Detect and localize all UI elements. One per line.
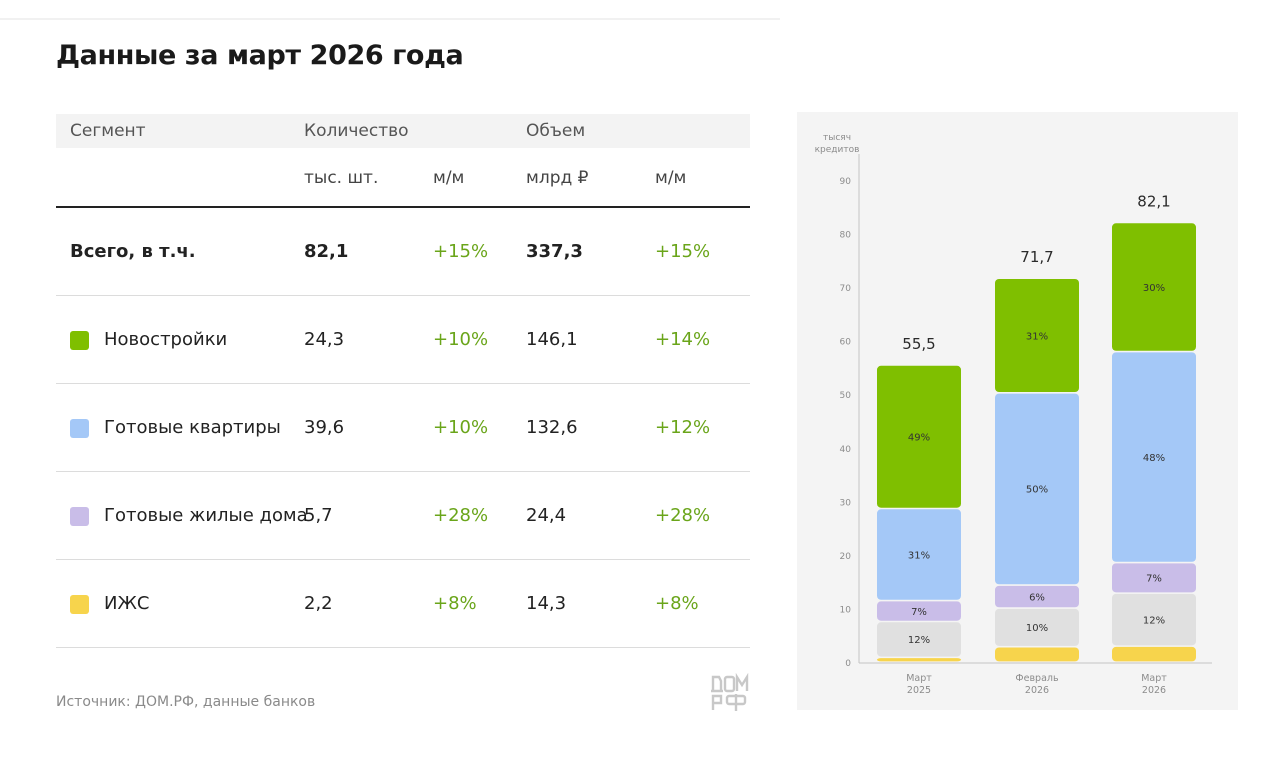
bar-segment-label: 50% bbox=[1026, 485, 1048, 496]
table-row: Новостройки 24,3 +10% 146,1 +14% bbox=[56, 296, 750, 384]
y-tick-label: 80 bbox=[840, 231, 852, 241]
qty-value: 2,2 bbox=[304, 593, 333, 614]
legend-swatch-new bbox=[70, 331, 89, 350]
bar-segment bbox=[995, 647, 1079, 662]
bar-segment bbox=[1112, 563, 1196, 593]
header-vol-change: м/м bbox=[655, 168, 687, 188]
x-tick-label: Март bbox=[906, 673, 932, 684]
y-tick-label: 30 bbox=[840, 498, 852, 508]
y-axis-label: кредитов bbox=[815, 145, 860, 155]
stacked-bar-chart: тысяч кредитов 0 10 20 30 40 50 60 70 80 90 12% 7% 31%… bbox=[815, 133, 1212, 696]
qty-change: +10% bbox=[433, 329, 489, 350]
header-qty-unit: тыс. шт. bbox=[304, 168, 379, 188]
vol-value: 146,1 bbox=[526, 329, 578, 350]
bar-segment-label: 31% bbox=[908, 550, 930, 561]
segment-name: Готовые жилые дома bbox=[104, 505, 308, 526]
top-divider bbox=[0, 18, 780, 20]
vol-value: 337,3 bbox=[526, 241, 583, 262]
bar-segment-label: 30% bbox=[1143, 283, 1165, 294]
x-tick-label: 2026 bbox=[1025, 685, 1049, 696]
bar-segment-label: 49% bbox=[908, 433, 930, 444]
bar-segment-label: 48% bbox=[1143, 453, 1165, 464]
x-tick-label: 2025 bbox=[907, 685, 931, 696]
y-tick-label: 60 bbox=[840, 338, 852, 348]
segment-name: Новостройки bbox=[104, 329, 228, 350]
header-qty-change: м/м bbox=[433, 168, 465, 188]
y-tick-label: 0 bbox=[845, 659, 851, 669]
qty-change: +28% bbox=[433, 505, 489, 526]
source-note: Источник: ДОМ.РФ, данные банков bbox=[56, 694, 316, 710]
y-tick-label: 10 bbox=[840, 605, 852, 615]
bar-segment bbox=[877, 601, 961, 621]
bar-segment bbox=[995, 279, 1079, 393]
vol-change: +15% bbox=[655, 241, 711, 262]
header-segment: Сегмент bbox=[70, 121, 146, 141]
qty-change: +8% bbox=[433, 593, 477, 614]
bar-segment-label: 12% bbox=[908, 635, 930, 646]
bar-segment-label: 7% bbox=[1146, 574, 1162, 585]
header-volume: Объем bbox=[526, 121, 586, 141]
bar-segment bbox=[877, 509, 961, 600]
qty-change: +15% bbox=[433, 241, 489, 262]
bar-segment-label: 31% bbox=[1026, 331, 1048, 342]
bar-total-label: 82,1 bbox=[1137, 192, 1170, 210]
bar-segment bbox=[877, 658, 961, 662]
qty-change: +10% bbox=[433, 417, 489, 438]
bar-segment bbox=[1112, 593, 1196, 646]
segment-name: Готовые квартиры bbox=[104, 417, 281, 438]
y-axis-label: тысяч bbox=[823, 133, 851, 143]
legend-swatch-houses bbox=[70, 507, 89, 526]
bar-segment bbox=[995, 608, 1079, 646]
table-row: Готовые жилые дома 5,7 +28% 24,4 +28% bbox=[56, 472, 750, 560]
table-row: ИЖС 2,2 +8% 14,3 +8% bbox=[56, 560, 750, 648]
x-tick-label: Март bbox=[1141, 673, 1167, 684]
header-quantity: Количество bbox=[304, 121, 409, 141]
y-tick-label: 20 bbox=[840, 552, 852, 562]
dom-rf-logo-icon bbox=[711, 673, 749, 711]
qty-value: 39,6 bbox=[304, 417, 345, 438]
bar-segment-label: 6% bbox=[1029, 592, 1045, 603]
x-tick-label: Февраль bbox=[1015, 673, 1059, 684]
x-tick-label: 2026 bbox=[1142, 685, 1166, 696]
vol-change: +12% bbox=[655, 417, 711, 438]
page-title: Данные за март 2026 года bbox=[56, 40, 464, 71]
legend-swatch-ready bbox=[70, 419, 89, 438]
bar-segment-label: 7% bbox=[911, 607, 927, 618]
chart-panel: тысяч кредитов 0 10 20 30 40 50 60 70 80 90 12% 7% 31%… bbox=[797, 112, 1238, 710]
bar-segment bbox=[1112, 646, 1196, 662]
bar-segment bbox=[877, 365, 961, 508]
data-table: Сегмент Количество Объем тыс. шт. м/м мл… bbox=[56, 114, 750, 648]
bar-total-label: 71,7 bbox=[1020, 248, 1053, 266]
table-header-row-1: Сегмент Количество Объем bbox=[56, 114, 750, 148]
qty-value: 5,7 bbox=[304, 505, 333, 526]
bar-segment bbox=[995, 393, 1079, 585]
vol-value: 24,4 bbox=[526, 505, 567, 526]
y-tick-label: 50 bbox=[840, 391, 852, 401]
vol-change: +28% bbox=[655, 505, 711, 526]
vol-value: 14,3 bbox=[526, 593, 567, 614]
legend-swatch-izhs bbox=[70, 595, 89, 614]
header-rule bbox=[56, 206, 750, 208]
table-row: Готовые квартиры 39,6 +10% 132,6 +12% bbox=[56, 384, 750, 472]
bar-segment-label: 10% bbox=[1026, 623, 1048, 634]
vol-change: +14% bbox=[655, 329, 711, 350]
bar-segment bbox=[1112, 352, 1196, 562]
bar-total-label: 55,5 bbox=[902, 335, 935, 353]
y-tick-label: 70 bbox=[840, 284, 852, 294]
y-tick-label: 90 bbox=[840, 177, 852, 187]
qty-value: 24,3 bbox=[304, 329, 345, 350]
y-tick-label: 40 bbox=[840, 445, 852, 455]
segment-name: Всего, в т.ч. bbox=[70, 241, 196, 262]
bar-segment-label: 12% bbox=[1143, 615, 1165, 626]
bar-segment bbox=[1112, 223, 1196, 351]
table-header-row-2: тыс. шт. м/м млрд ₽ м/м bbox=[56, 148, 750, 206]
bar-segment bbox=[877, 622, 961, 657]
qty-value: 82,1 bbox=[304, 241, 349, 262]
table-row-total: Всего, в т.ч. 82,1 +15% 337,3 +15% bbox=[56, 208, 750, 296]
vol-value: 132,6 bbox=[526, 417, 578, 438]
segment-name: ИЖС bbox=[104, 593, 150, 614]
vol-change: +8% bbox=[655, 593, 699, 614]
header-vol-unit: млрд ₽ bbox=[526, 168, 589, 188]
bar-segment bbox=[995, 585, 1079, 608]
